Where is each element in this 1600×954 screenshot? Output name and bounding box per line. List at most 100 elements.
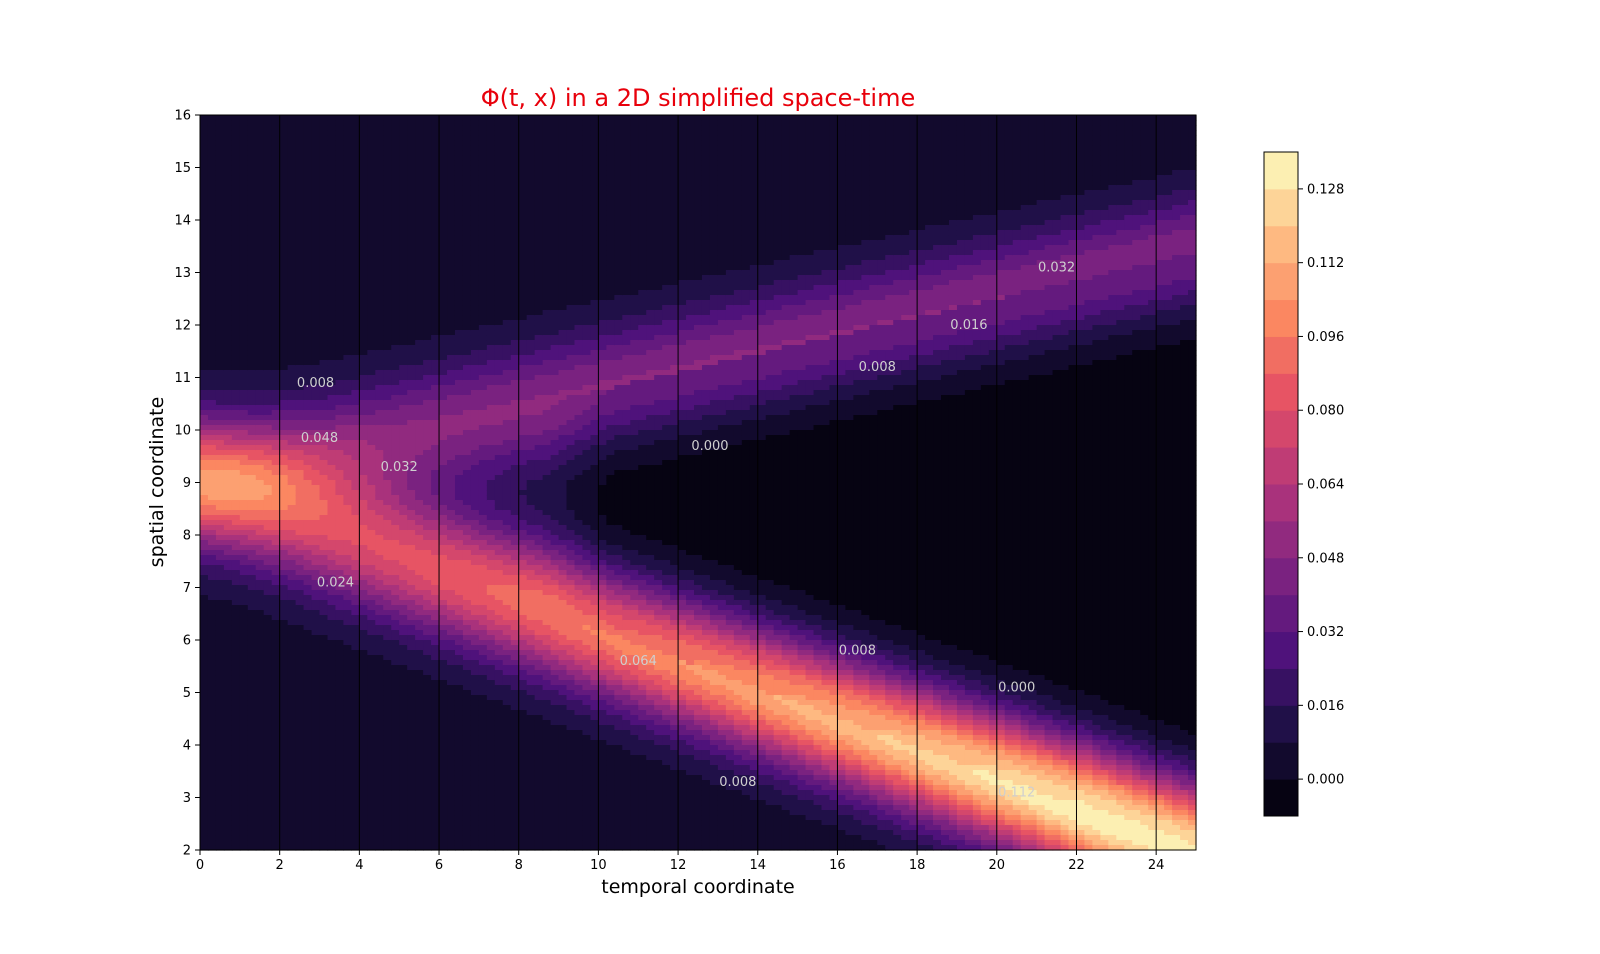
heatmap-cell [223,180,233,186]
heatmap-cell [391,125,400,131]
heatmap-cell [375,645,384,651]
heatmap-cell [447,675,456,681]
heatmap-cell [207,755,217,761]
heatmap-cell [375,670,384,676]
heatmap-cell [383,755,392,761]
heatmap-cell [439,760,448,766]
heatmap-cell [239,685,249,691]
heatmap-cell [295,615,305,621]
heatmap-cell [423,575,432,581]
heatmap-cell [207,555,217,561]
heatmap-cell [454,155,464,161]
heatmap-cell [295,140,305,146]
heatmap-cell [351,185,360,191]
heatmap-cell [247,565,257,571]
heatmap-cell [215,660,225,666]
heatmap-cell [263,305,273,311]
heatmap-cell [255,680,265,686]
heatmap-cell [263,755,273,761]
heatmap-cell [431,175,440,181]
heatmap-cell [335,135,345,141]
heatmap-cell [303,225,313,231]
heatmap-cell [279,545,289,551]
heatmap-cell [247,175,257,181]
heatmap-cell [303,845,313,851]
heatmap-cell [255,690,265,696]
heatmap-cell [263,665,273,671]
heatmap-cell [200,555,209,561]
heatmap-cell [295,795,305,801]
heatmap-cell [279,515,289,521]
heatmap-cell [407,240,416,246]
heatmap-cell [327,465,337,471]
heatmap-cell [215,225,225,231]
heatmap-cell [462,590,472,596]
heatmap-cell [407,320,416,326]
heatmap-cell [447,330,456,336]
heatmap-cell [207,665,217,671]
heatmap-cell [375,180,384,186]
heatmap-cell [375,545,384,551]
heatmap-cell [327,360,337,366]
heatmap-cell [223,785,233,791]
heatmap-cell [359,210,368,216]
heatmap-cell [454,455,464,461]
heatmap-cell [223,505,233,511]
heatmap-cell [415,140,424,146]
heatmap-cell [279,225,289,231]
heatmap-cell [351,255,360,261]
heatmap-cell [207,115,217,121]
heatmap-cell [223,745,233,751]
heatmap-cell [319,630,329,636]
heatmap-cell [375,270,384,276]
heatmap-cell [295,315,305,321]
heatmap-cell [383,230,392,236]
heatmap-cell [383,515,392,521]
heatmap-cell [287,145,297,151]
heatmap-cell [319,290,329,296]
heatmap-cell [327,350,337,356]
heatmap-cell [359,575,368,581]
heatmap-cell [200,585,209,591]
heatmap-cell [279,190,289,196]
heatmap-cell [263,345,273,351]
heatmap-cell [287,475,297,481]
heatmap-cell [215,250,225,256]
heatmap-cell [447,490,456,496]
heatmap-cell [367,520,376,526]
heatmap-cell [295,245,305,251]
heatmap-cell [454,320,464,326]
heatmap-cell [359,405,368,411]
heatmap-cell [399,545,408,551]
heatmap-cell [215,415,225,421]
heatmap-cell [399,840,408,846]
heatmap-cell [279,725,289,731]
heatmap-cell [303,485,313,491]
heatmap-cell [303,560,313,566]
heatmap-cell [287,480,297,486]
heatmap-cell [311,195,321,201]
heatmap-cell [223,195,233,201]
heatmap-cell [367,685,376,691]
heatmap-cell [311,815,321,821]
heatmap-cell [287,340,297,346]
heatmap-cell [239,605,249,611]
heatmap-cell [255,595,265,601]
heatmap-cell [319,450,329,456]
heatmap-cell [207,765,217,771]
heatmap-cell [439,730,448,736]
heatmap-cell [200,770,209,776]
heatmap-cell [439,160,448,166]
heatmap-cell [247,810,257,816]
heatmap-cell [287,775,297,781]
heatmap-cell [439,670,448,676]
heatmap-cell [200,385,209,391]
heatmap-cell [303,695,313,701]
heatmap-cell [447,445,456,451]
heatmap-cell [439,375,448,381]
heatmap-cell [447,535,456,541]
heatmap-cell [231,575,241,581]
heatmap-cell [255,695,265,701]
heatmap-cell [223,485,233,491]
heatmap-cell [231,230,241,236]
